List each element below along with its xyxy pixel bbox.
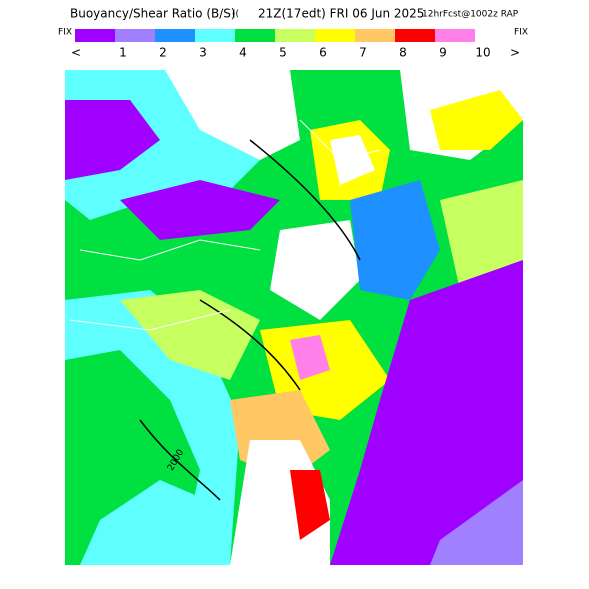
map: 2000 (65, 70, 523, 565)
colorbar-tick-label: 8 (399, 46, 407, 60)
colorbar-swatch (435, 29, 475, 42)
colorbar-tick-label: 7 (359, 46, 367, 60)
colorbar: 1 2 3 4 5 6 7 8 9 10 (75, 29, 491, 60)
colorbar-over: > (510, 46, 520, 60)
colorbar-swatch (315, 29, 355, 42)
colorbar-swatch (75, 29, 115, 42)
colorbar-swatch (195, 29, 235, 42)
title-icon: (( (232, 10, 239, 20)
colorbar-swatch (155, 29, 195, 42)
colorbar-tick-label: 6 (319, 46, 327, 60)
colorbar-under: < (71, 46, 81, 60)
colorbar-right-label: FIX (514, 28, 528, 38)
title: Buoyancy/Shear Ratio (B/S) (70, 7, 236, 21)
colorbar-swatch (275, 29, 315, 42)
colorbar-tick-label: 2 (159, 46, 167, 60)
colorbar-left-label: FIX (58, 28, 72, 38)
forecast: 12hrFcst@1002z RAP (422, 10, 519, 20)
colorbar-swatch (395, 29, 435, 42)
colorbar-tick-label: 3 (199, 46, 207, 60)
colorbar-swatch (235, 29, 275, 42)
colorbar-swatch (115, 29, 155, 42)
colorbar-tick-label: 9 (439, 46, 447, 60)
valid-time: 21Z(17edt) FRI 06 Jun 2025 (258, 7, 424, 21)
colorbar-tick-label: 10 (475, 46, 490, 60)
colorbar-tick-label: 5 (279, 46, 287, 60)
colorbar-swatch (355, 29, 395, 42)
colorbar-tick-label: 4 (239, 46, 247, 60)
colorbar-tick-label: 1 (119, 46, 127, 60)
